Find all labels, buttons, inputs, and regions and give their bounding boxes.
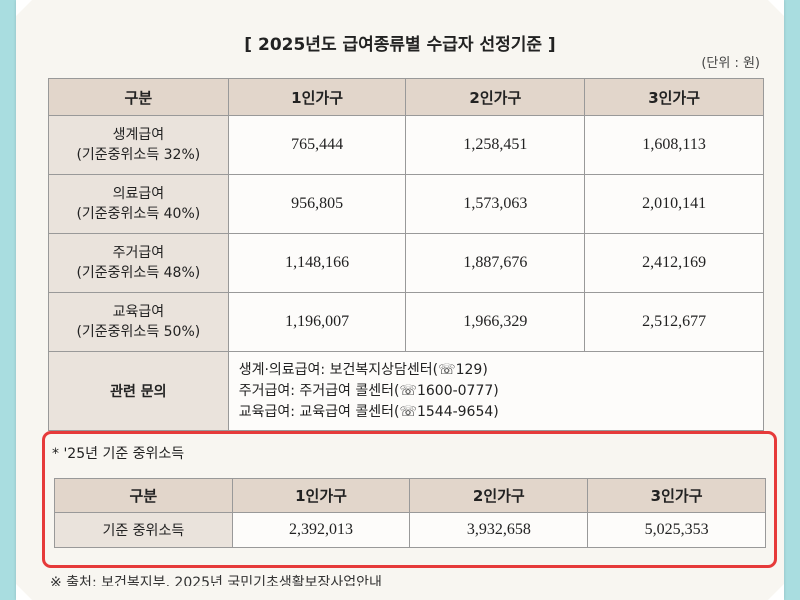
table-row: 교육급여 (기준중위소득 50%) 1,196,007 1,966,329 2,… [48, 292, 764, 352]
benefit-basis: (기준중위소득 48%) [76, 265, 201, 281]
document-title: [ 2025년도 급여종류별 수급자 선정기준 ] [244, 35, 556, 55]
header-3-person: 3인가구 [584, 78, 764, 116]
value-2-person: 1,258,451 [405, 115, 586, 175]
value-3-person: 5,025,353 [587, 512, 766, 548]
contact-info: 생계·의료급여: 보건복지상담센터(☏129) 주거급여: 주거급여 콜센터(☏… [227, 351, 765, 431]
table-row: 기준 중위소득 2,392,013 3,932,658 5,025,353 [54, 512, 766, 548]
contact-line: 주거급여: 주거급여 콜센터(☏1600-0777) [238, 382, 499, 399]
benefit-basis: (기준중위소득 50%) [76, 324, 201, 340]
contact-line: 교육급여: 교육급여 콜센터(☏1544-9654) [238, 403, 499, 420]
benefit-name: 생계급여 [112, 127, 165, 143]
contact-line: 생계·의료급여: 보건복지상담센터(☏129) [238, 361, 488, 378]
value-2-person: 1,573,063 [405, 174, 586, 234]
source-note: ※ 출처: 보건복지부, 2025년 국민기초생활보장사업안내 [50, 575, 382, 586]
row-category: 의료급여 (기준중위소득 40%) [48, 174, 229, 234]
value-1-person: 956,805 [227, 174, 407, 234]
header-3-person: 3인가구 [587, 478, 766, 513]
value-2-person: 1,887,676 [405, 233, 586, 293]
value-1-person: 1,196,007 [227, 292, 407, 352]
value-2-person: 3,932,658 [409, 512, 589, 548]
contact-label: 관련 문의 [48, 351, 229, 431]
table-header-row: 구분 1인가구 2인가구 3인가구 [54, 478, 766, 513]
corner-fold [768, 0, 784, 16]
corner-fold [16, 0, 32, 16]
benefit-name: 의료급여 [112, 186, 165, 202]
value-3-person: 2,512,677 [584, 292, 764, 352]
header-2-person: 2인가구 [409, 478, 589, 513]
highlight-box [42, 431, 777, 568]
header-1-person: 1인가구 [227, 78, 407, 116]
value-1-person: 765,444 [227, 115, 407, 175]
benefit-name: 교육급여 [112, 304, 165, 320]
header-category: 구분 [54, 478, 233, 513]
table-header-row: 구분 1인가구 2인가구 3인가구 [48, 78, 764, 116]
median-income-table: 구분 1인가구 2인가구 3인가구 기준 중위소득 2,392,013 3,93… [54, 478, 766, 548]
value-3-person: 1,608,113 [584, 115, 764, 175]
value-2-person: 1,966,329 [405, 292, 586, 352]
table-row: 주거급여 (기준중위소득 48%) 1,148,166 1,887,676 2,… [48, 233, 764, 293]
value-1-person: 2,392,013 [231, 512, 411, 548]
row-category: 생계급여 (기준중위소득 32%) [48, 115, 229, 175]
value-1-person: 1,148,166 [227, 233, 407, 293]
value-3-person: 2,412,169 [584, 233, 764, 293]
median-income-note: * '25년 기준 중위소득 [52, 446, 185, 462]
header-2-person: 2인가구 [405, 78, 586, 116]
benefit-basis: (기준중위소득 40%) [76, 206, 201, 222]
table-row: 생계급여 (기준중위소득 32%) 765,444 1,258,451 1,60… [48, 115, 764, 175]
row-category: 교육급여 (기준중위소득 50%) [48, 292, 229, 352]
row-category: 주거급여 (기준중위소득 48%) [48, 233, 229, 293]
benefit-criteria-table: 구분 1인가구 2인가구 3인가구 생계급여 (기준중위소득 32%) 765,… [48, 78, 765, 431]
header-1-person: 1인가구 [231, 478, 411, 513]
unit-label: (단위 : 원) [701, 56, 760, 71]
benefit-basis: (기준중위소득 32%) [76, 147, 201, 163]
row-category: 기준 중위소득 [54, 512, 233, 548]
benefit-name: 주거급여 [112, 245, 165, 261]
table-row: 의료급여 (기준중위소득 40%) 956,805 1,573,063 2,01… [48, 174, 764, 234]
corner-fold [768, 584, 784, 600]
corner-fold [16, 584, 32, 600]
value-3-person: 2,010,141 [584, 174, 764, 234]
header-category: 구분 [48, 78, 229, 116]
contact-row: 관련 문의 생계·의료급여: 보건복지상담센터(☏129) 주거급여: 주거급여… [48, 351, 765, 431]
